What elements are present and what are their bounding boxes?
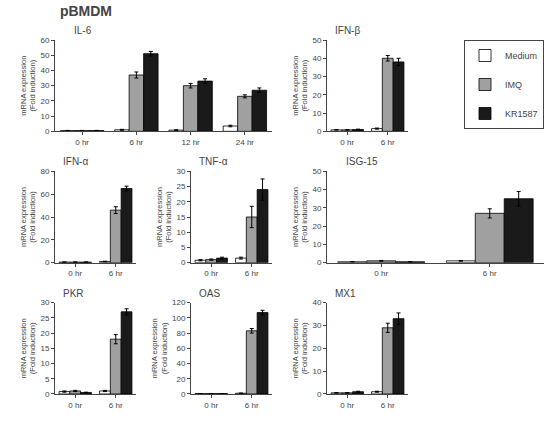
svg-text:IFN-β: IFN-β xyxy=(335,25,360,36)
svg-text:10: 10 xyxy=(312,240,321,249)
svg-text:IMQ: IMQ xyxy=(505,80,522,90)
svg-text:15: 15 xyxy=(40,344,49,353)
svg-text:10: 10 xyxy=(312,367,321,376)
svg-text:0 hr: 0 hr xyxy=(68,401,82,410)
svg-text:mRNA expression(Fold induction: mRNA expression(Fold induction) xyxy=(291,187,310,247)
svg-text:0 hr: 0 hr xyxy=(204,401,218,410)
svg-text:0 hr: 0 hr xyxy=(374,269,388,278)
svg-text:0 hr: 0 hr xyxy=(204,269,218,278)
svg-text:IFN-α: IFN-α xyxy=(63,156,88,167)
svg-text:20: 20 xyxy=(312,222,321,231)
svg-text:20: 20 xyxy=(40,236,49,245)
svg-text:Medium: Medium xyxy=(505,51,537,61)
svg-text:6 hr: 6 hr xyxy=(381,138,395,147)
svg-text:6 hr: 6 hr xyxy=(483,269,497,278)
svg-text:10: 10 xyxy=(40,359,49,368)
svg-text:25: 25 xyxy=(176,182,185,191)
svg-text:60: 60 xyxy=(176,344,185,353)
svg-text:80: 80 xyxy=(176,329,185,338)
svg-text:40: 40 xyxy=(312,298,321,307)
svg-text:mRNA expression(Fold induction: mRNA expression(Fold induction) xyxy=(155,187,174,247)
svg-text:ISG-15: ISG-15 xyxy=(346,156,378,167)
svg-text:5: 5 xyxy=(45,375,50,384)
svg-text:mRNA expression(Fold induction: mRNA expression(Fold induction) xyxy=(150,318,169,378)
svg-text:mRNA expression(Fold induction: mRNA expression(Fold induction) xyxy=(291,318,310,378)
svg-text:30: 30 xyxy=(312,72,321,81)
svg-text:MX1: MX1 xyxy=(335,288,356,299)
svg-text:60: 60 xyxy=(40,36,49,45)
svg-text:40: 40 xyxy=(176,359,185,368)
svg-text:mRNA expression(Fold induction: mRNA expression(Fold induction) xyxy=(19,187,38,247)
svg-text:20: 20 xyxy=(40,97,49,106)
svg-text:60: 60 xyxy=(40,190,49,199)
svg-text:0: 0 xyxy=(45,258,50,267)
svg-text:0: 0 xyxy=(317,127,322,136)
svg-text:OAS: OAS xyxy=(199,288,220,299)
svg-text:mRNA expression(Fold induction: mRNA expression(Fold induction) xyxy=(291,56,310,116)
svg-text:0: 0 xyxy=(181,258,186,267)
svg-text:30: 30 xyxy=(312,321,321,330)
svg-text:5: 5 xyxy=(181,243,186,252)
svg-text:30: 30 xyxy=(40,298,49,307)
svg-text:6 hr: 6 hr xyxy=(129,138,143,147)
svg-text:50: 50 xyxy=(40,51,49,60)
svg-text:0: 0 xyxy=(317,390,322,399)
svg-text:mRNA expression(Fold induction: mRNA expression(Fold induction) xyxy=(19,318,38,378)
svg-text:24 hr: 24 hr xyxy=(236,138,255,147)
svg-text:20: 20 xyxy=(176,375,185,384)
svg-text:pBMDM: pBMDM xyxy=(60,3,112,19)
svg-text:30: 30 xyxy=(176,167,185,176)
svg-text:40: 40 xyxy=(312,185,321,194)
svg-text:10: 10 xyxy=(312,109,321,118)
svg-text:50: 50 xyxy=(312,167,321,176)
svg-text:6 hr: 6 hr xyxy=(381,401,395,410)
svg-text:6 hr: 6 hr xyxy=(245,269,259,278)
svg-text:80: 80 xyxy=(40,167,49,176)
svg-text:20: 20 xyxy=(312,91,321,100)
svg-text:IL-6: IL-6 xyxy=(74,25,92,36)
svg-text:30: 30 xyxy=(312,204,321,213)
svg-text:0 hr: 0 hr xyxy=(75,138,89,147)
svg-text:0: 0 xyxy=(45,390,50,399)
svg-text:10: 10 xyxy=(176,228,185,237)
svg-text:0: 0 xyxy=(181,390,186,399)
svg-text:0 hr: 0 hr xyxy=(340,138,354,147)
svg-text:PKR: PKR xyxy=(63,288,84,299)
svg-text:6 hr: 6 hr xyxy=(245,401,259,410)
svg-text:20: 20 xyxy=(312,344,321,353)
svg-text:10: 10 xyxy=(40,112,49,121)
svg-text:6 hr: 6 hr xyxy=(109,269,123,278)
svg-text:6 hr: 6 hr xyxy=(109,401,123,410)
svg-text:20: 20 xyxy=(176,198,185,207)
svg-text:mRNA expression(Fold induction: mRNA expression(Fold induction) xyxy=(19,56,38,116)
svg-text:0: 0 xyxy=(45,127,50,136)
svg-text:120: 120 xyxy=(172,298,186,307)
svg-text:30: 30 xyxy=(40,81,49,90)
svg-text:40: 40 xyxy=(312,54,321,63)
svg-text:50: 50 xyxy=(312,36,321,45)
svg-text:100: 100 xyxy=(172,314,186,323)
svg-text:15: 15 xyxy=(176,213,185,222)
svg-text:25: 25 xyxy=(40,314,49,323)
svg-text:KR1587: KR1587 xyxy=(505,109,538,119)
svg-text:0 hr: 0 hr xyxy=(340,401,354,410)
svg-text:40: 40 xyxy=(40,213,49,222)
svg-text:20: 20 xyxy=(40,329,49,338)
svg-text:40: 40 xyxy=(40,66,49,75)
svg-text:TNF-α: TNF-α xyxy=(199,156,228,167)
svg-text:0: 0 xyxy=(317,258,322,267)
svg-text:12 hr: 12 hr xyxy=(182,138,201,147)
svg-text:0 hr: 0 hr xyxy=(68,269,82,278)
